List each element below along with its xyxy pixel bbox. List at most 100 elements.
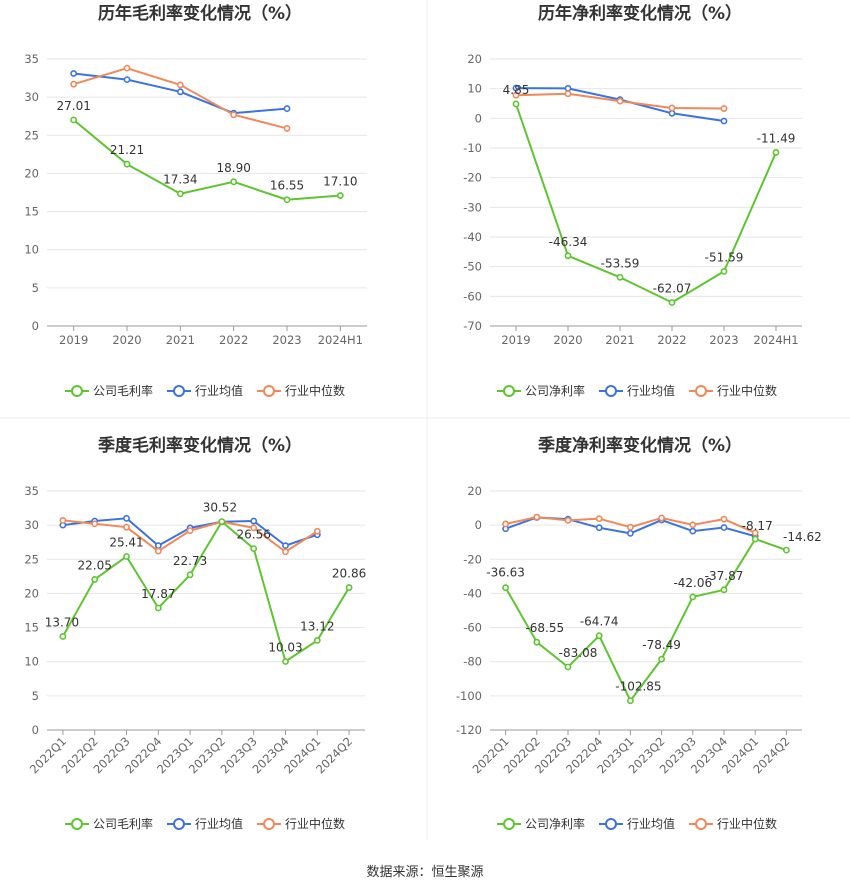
y-tick-label: -60 <box>463 289 482 303</box>
data-label: -64.74 <box>580 615 619 629</box>
data-point-industry_avg <box>627 529 634 537</box>
x-tick-label: 2020 <box>112 333 141 347</box>
series-line-industry_avg <box>515 87 725 122</box>
data-point-industry_median <box>282 548 289 556</box>
x-tick-label: 2020 <box>553 333 582 347</box>
y-tick-label: -10 <box>463 141 482 155</box>
data-point-industry_avg <box>720 524 728 531</box>
legend-item-industry_avg[interactable]: 行业均值 <box>167 383 243 398</box>
legend: 公司净利率 行业均值 行业中位数 <box>497 383 777 398</box>
data-point-company <box>720 267 728 275</box>
data-point-industry_median <box>564 516 572 524</box>
y-tick-label: 0 <box>475 111 482 125</box>
legend-item-industry_avg[interactable]: 行业均值 <box>599 383 675 398</box>
series-line-company <box>62 520 350 663</box>
data-label: -102.85 <box>615 680 661 694</box>
data-point-company <box>283 196 291 204</box>
data-point-company <box>186 571 194 579</box>
data-point-company <box>282 658 289 665</box>
x-tick-label: 2021 <box>166 333 195 347</box>
y-tick-label: 15 <box>24 205 39 219</box>
legend-item-company[interactable]: 公司净利率 <box>497 383 585 398</box>
chart-quarterly-gross-margin: 季度毛利率变化情况（%） 051015202530352022Q12022Q22… <box>24 435 366 831</box>
data-label: 25.41 <box>109 535 143 549</box>
y-tick-label: -70 <box>463 319 482 333</box>
legend-item-industry_avg[interactable]: 行业均值 <box>599 816 675 831</box>
data-point-company <box>336 192 344 199</box>
data-point-industry_median <box>658 514 665 522</box>
y-tick-label: 25 <box>24 128 39 142</box>
data-point-industry_avg <box>564 84 572 92</box>
series-line-company <box>73 119 341 201</box>
data-label: 27.01 <box>56 99 90 113</box>
data-label: -78.49 <box>642 638 681 652</box>
data-label: 30.52 <box>203 501 237 515</box>
data-label: 20.86 <box>332 567 366 581</box>
y-tick-label: 0 <box>32 723 39 737</box>
x-tick-label: 2021 <box>605 333 634 347</box>
data-point-company <box>123 553 130 560</box>
legend-marker-icon <box>263 818 275 830</box>
data-point-industry_median <box>512 91 520 99</box>
legend-item-company[interactable]: 公司净利率 <box>497 816 585 831</box>
legend-item-industry_median[interactable]: 行业中位数 <box>689 816 777 831</box>
legend-marker-icon <box>71 818 83 830</box>
data-point-industry_median <box>230 111 238 119</box>
data-point-company <box>783 546 790 554</box>
data-point-industry_median <box>564 90 572 98</box>
legend-item-company[interactable]: 公司毛利率 <box>65 816 153 831</box>
data-point-company <box>59 633 67 640</box>
y-tick-label: -40 <box>463 586 482 600</box>
legend-item-industry_avg[interactable]: 行业均值 <box>167 816 243 831</box>
data-point-company <box>176 190 184 198</box>
data-point-industry_median <box>313 527 321 535</box>
data-label: 17.87 <box>141 587 175 601</box>
legend: 公司净利率 行业均值 行业中位数 <box>497 816 777 831</box>
legend-label: 公司毛利率 <box>93 383 153 398</box>
data-point-company <box>658 655 665 663</box>
data-point-industry_median <box>250 524 258 532</box>
data-label: -14.62 <box>783 530 822 544</box>
x-tick-label: 2024H1 <box>318 333 363 347</box>
data-label: 21.21 <box>110 143 144 157</box>
data-point-industry_avg <box>176 88 184 96</box>
chart-title: 历年净利率变化情况（%） <box>538 3 742 24</box>
data-point-industry_avg <box>282 542 289 550</box>
y-tick-label: 15 <box>24 621 39 635</box>
series-line-company <box>504 538 787 702</box>
legend-item-industry_median[interactable]: 行业中位数 <box>257 816 345 831</box>
legend-label: 公司净利率 <box>525 383 585 398</box>
legend: 公司毛利率 行业均值 行业中位数 <box>65 816 345 831</box>
x-tick-label: 2019 <box>59 333 88 347</box>
data-point-company <box>720 586 728 594</box>
legend-marker-icon <box>503 818 515 830</box>
data-point-company <box>595 632 603 640</box>
y-tick-label: 5 <box>32 281 39 295</box>
data-point-industry_avg <box>70 70 78 77</box>
y-tick-label: -80 <box>463 655 482 669</box>
y-tick-label: 20 <box>467 484 482 498</box>
data-label: -68.55 <box>525 621 564 635</box>
legend-marker-icon <box>503 385 515 397</box>
chart-annual-net-margin: 历年净利率变化情况（%） -70-60-50-40-30-20-10010202… <box>463 3 802 398</box>
legend-item-company[interactable]: 公司毛利率 <box>65 383 153 398</box>
data-point-industry_avg <box>123 514 130 522</box>
data-point-company <box>689 593 697 601</box>
y-tick-label: 10 <box>467 82 482 96</box>
data-label: -36.63 <box>486 566 525 580</box>
y-tick-label: 0 <box>32 319 39 333</box>
legend-marker-icon <box>263 385 275 397</box>
data-label: 4.85 <box>503 83 530 97</box>
data-label: 13.12 <box>300 619 334 633</box>
data-point-industry_avg <box>512 84 520 92</box>
legend-item-industry_median[interactable]: 行业中位数 <box>689 383 777 398</box>
data-point-company <box>512 100 520 108</box>
y-tick-label: -120 <box>456 723 482 737</box>
chart-title: 季度毛利率变化情况（%） <box>98 435 302 456</box>
data-label: 22.05 <box>78 558 112 572</box>
data-point-industry_median <box>502 520 509 528</box>
legend-label: 公司净利率 <box>525 816 585 831</box>
legend-label: 行业均值 <box>195 383 243 398</box>
legend-item-industry_median[interactable]: 行业中位数 <box>257 383 345 398</box>
